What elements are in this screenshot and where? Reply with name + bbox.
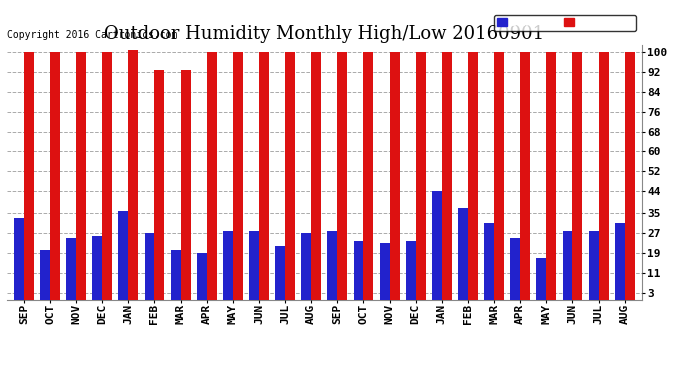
Text: Copyright 2016 Cartronics.com: Copyright 2016 Cartronics.com bbox=[7, 30, 177, 40]
Bar bbox=[520, 53, 530, 300]
Bar bbox=[546, 53, 556, 300]
Bar bbox=[484, 223, 494, 300]
Bar bbox=[416, 53, 426, 300]
Bar bbox=[92, 236, 102, 300]
Bar bbox=[76, 53, 86, 300]
Bar bbox=[249, 231, 259, 300]
Legend: Low  (%), High  (%): Low (%), High (%) bbox=[494, 15, 636, 31]
Bar bbox=[380, 243, 390, 300]
Title: Outdoor Humidity Monthly High/Low 20160901: Outdoor Humidity Monthly High/Low 201609… bbox=[104, 26, 544, 44]
Bar bbox=[302, 233, 311, 300]
Bar bbox=[536, 258, 546, 300]
Bar bbox=[406, 241, 416, 300]
Bar bbox=[40, 251, 50, 300]
Bar bbox=[390, 53, 400, 300]
Bar bbox=[275, 246, 285, 300]
Bar bbox=[155, 70, 164, 300]
Bar bbox=[181, 70, 190, 300]
Bar bbox=[615, 223, 624, 300]
Bar bbox=[233, 53, 243, 300]
Bar bbox=[353, 241, 364, 300]
Bar bbox=[337, 53, 347, 300]
Bar bbox=[102, 53, 112, 300]
Bar bbox=[14, 218, 24, 300]
Bar bbox=[432, 191, 442, 300]
Bar bbox=[259, 53, 269, 300]
Bar bbox=[145, 233, 155, 300]
Bar bbox=[589, 231, 599, 300]
Bar bbox=[66, 238, 76, 300]
Bar bbox=[311, 53, 321, 300]
Bar bbox=[562, 231, 573, 300]
Bar bbox=[128, 50, 138, 300]
Bar bbox=[24, 53, 34, 300]
Bar bbox=[364, 53, 373, 300]
Bar bbox=[458, 209, 468, 300]
Bar bbox=[511, 238, 520, 300]
Bar bbox=[207, 53, 217, 300]
Bar bbox=[468, 53, 478, 300]
Bar bbox=[223, 231, 233, 300]
Bar bbox=[197, 253, 207, 300]
Bar bbox=[328, 231, 337, 300]
Bar bbox=[50, 53, 60, 300]
Bar bbox=[119, 211, 128, 300]
Bar bbox=[285, 53, 295, 300]
Bar bbox=[442, 53, 452, 300]
Bar bbox=[624, 53, 635, 300]
Bar bbox=[170, 251, 181, 300]
Bar bbox=[599, 53, 609, 300]
Bar bbox=[494, 53, 504, 300]
Bar bbox=[573, 53, 582, 300]
